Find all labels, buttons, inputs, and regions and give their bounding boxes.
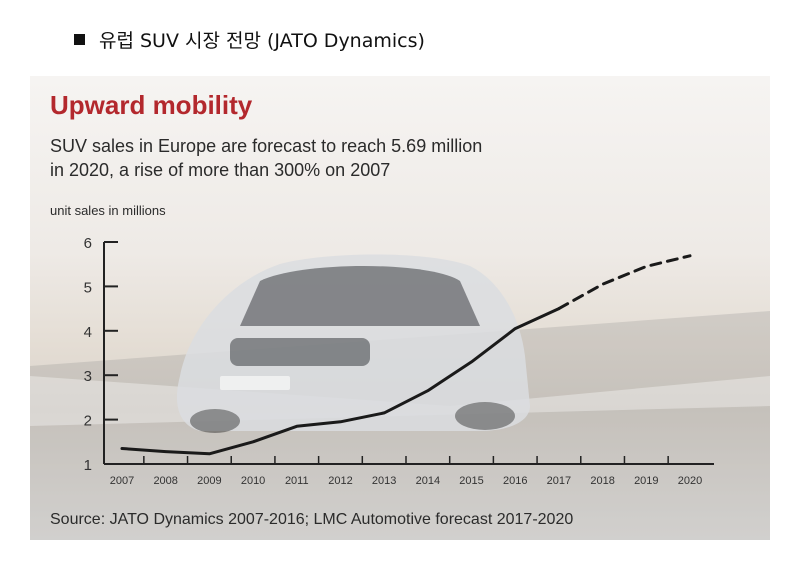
x-tick-label: 2020 xyxy=(678,475,702,487)
x-tick-label: 2017 xyxy=(547,475,571,487)
y-tick-label: 5 xyxy=(84,279,92,296)
car-wheel-icon xyxy=(455,402,515,430)
subtitle-line: SUV sales in Europe are forecast to reac… xyxy=(50,136,483,156)
car-plate-icon xyxy=(220,376,290,390)
document-heading-text: 유럽 SUV 시장 전망 (JATO Dynamics) xyxy=(99,29,425,52)
actual-series-line xyxy=(120,307,561,456)
document-heading: 유럽 SUV 시장 전망 (JATO Dynamics) xyxy=(74,22,425,56)
line-chart: 1 2 3 4 5 6 2007 2008 2009 2010 2011 2012 2013 2014 20… xyxy=(84,235,714,487)
car-windshield-icon xyxy=(240,266,480,326)
source-note: Source: JATO Dynamics 2007-2016; LMC Aut… xyxy=(50,511,574,528)
x-tick-label: 2018 xyxy=(590,475,614,487)
y-tick-label: 1 xyxy=(84,457,92,474)
y-tick-label: 4 xyxy=(84,324,92,341)
car-grille-icon xyxy=(230,338,370,366)
x-tick-label: 2009 xyxy=(197,475,221,487)
x-tick-label: 2011 xyxy=(285,475,309,487)
x-tick-label: 2014 xyxy=(416,475,440,487)
bullet-square-icon xyxy=(74,33,85,45)
chart-title: Upward mobility xyxy=(50,90,253,120)
forecast-series-line xyxy=(557,254,692,311)
chart-subtitle: SUV sales in Europe are forecast to reac… xyxy=(50,134,610,182)
x-tick-label: 2012 xyxy=(328,475,352,487)
car-wheel-icon xyxy=(190,409,240,433)
x-tick-label: 2013 xyxy=(372,475,396,487)
y-tick-label: 3 xyxy=(84,368,92,385)
x-tick-label: 2007 xyxy=(110,475,134,487)
y-tick-label: 6 xyxy=(84,235,92,252)
x-tick-label: 2019 xyxy=(634,475,658,487)
x-tick-label: 2016 xyxy=(503,475,527,487)
y-axis-label: unit sales in millions xyxy=(50,203,166,218)
subtitle-line: in 2020, a rise of more than 300% on 200… xyxy=(50,160,391,180)
x-tick-label: 2008 xyxy=(153,475,177,487)
chart-figure: Upward mobility SUV sales in Europe are … xyxy=(30,76,770,540)
x-tick-label: 2015 xyxy=(459,475,483,487)
y-tick-label: 2 xyxy=(84,413,92,430)
background-photo xyxy=(30,254,770,540)
x-tick-label: 2010 xyxy=(241,475,265,487)
